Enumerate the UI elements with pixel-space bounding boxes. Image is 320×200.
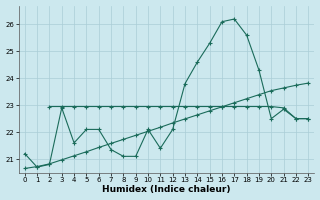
X-axis label: Humidex (Indice chaleur): Humidex (Indice chaleur) [102, 185, 231, 194]
